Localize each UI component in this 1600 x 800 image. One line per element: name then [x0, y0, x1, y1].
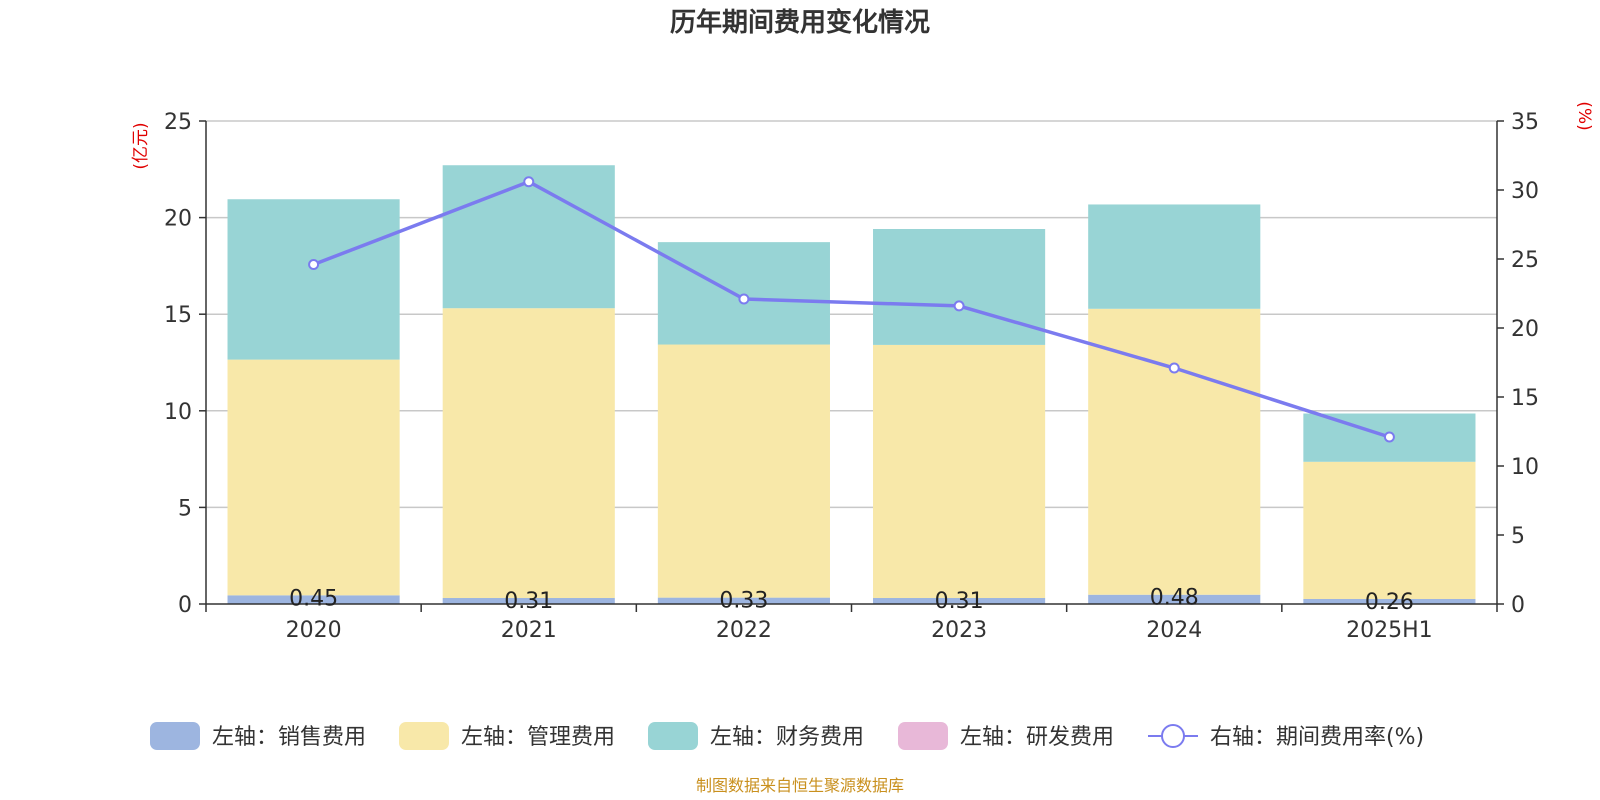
- bar-2-2021: [442, 165, 615, 309]
- x-tick-label-2020: 2020: [286, 618, 342, 643]
- right-tick-label-2: 10: [1511, 455, 1539, 480]
- legend-swatch-0: [150, 722, 200, 750]
- rate-point-2025H1: [1383, 431, 1395, 443]
- rate-point-2021: [523, 176, 535, 188]
- bar-0-2023: [873, 598, 1046, 604]
- left-tick-label-2: 10: [164, 400, 192, 425]
- right-tick-label-3: 15: [1511, 386, 1539, 411]
- x-tick-label-2024: 2024: [1146, 618, 1202, 643]
- legend-label-0: 左轴：销售费用: [212, 725, 366, 750]
- bar-2-2022: [657, 242, 830, 345]
- rate-line: [308, 176, 1395, 443]
- bar-value-label-2020: 0.45: [289, 586, 338, 611]
- x-tick-label-2022: 2022: [716, 618, 772, 643]
- legend: 左轴：销售费用 左轴：管理费用 左轴：财务费用 左轴：研发费用 右轴：期间费用率(%): [150, 722, 1424, 750]
- bar-0-2024: [1088, 594, 1261, 604]
- bar-value-label-2022: 0.33: [719, 589, 768, 614]
- bar-value-label-2024: 0.48: [1150, 586, 1199, 611]
- legend-label-4: 右轴：期间费用率(%): [1210, 725, 1424, 750]
- bar-1-2020: [227, 359, 400, 596]
- bar-2-2024: [1088, 204, 1261, 309]
- legend-swatch-1: [399, 722, 449, 750]
- bar-0-2025H1: [1303, 598, 1476, 604]
- right-axis-unit: (%): [1574, 101, 1594, 130]
- right-tick-label-1: 5: [1511, 524, 1525, 549]
- right-tick-label-4: 20: [1511, 317, 1539, 342]
- bar-0-2021: [442, 598, 615, 604]
- bar-1-2022: [657, 344, 830, 598]
- bar-value-label-2021: 0.31: [504, 589, 553, 614]
- left-tick-label-3: 15: [164, 303, 192, 328]
- bar-2-2023: [873, 228, 1046, 345]
- rate-point-2022: [738, 293, 750, 305]
- gridlines: [206, 120, 1497, 509]
- axes: 0 5 10 15 20 25 0 5 10 15 20 25 30 35 2020 2021 2022 2023…: [164, 110, 1539, 643]
- bar-1-2021: [442, 308, 615, 599]
- legend-swatch-3: [898, 722, 948, 750]
- chart-title: 历年期间费用变化情况: [670, 7, 930, 38]
- bar-1-2025H1: [1303, 461, 1476, 599]
- bar-1-2023: [873, 344, 1046, 599]
- rate-point-2023: [953, 300, 965, 312]
- right-tick-label-0: 0: [1511, 593, 1525, 618]
- legend-label-3: 左轴：研发费用: [960, 725, 1114, 750]
- rate-point-2020: [308, 259, 320, 271]
- bar-2-2020: [227, 199, 400, 360]
- right-tick-label-7: 35: [1511, 110, 1539, 135]
- bar-1-2024: [1088, 308, 1261, 595]
- left-tick-label-4: 20: [164, 207, 192, 232]
- left-tick-label-5: 25: [164, 110, 192, 135]
- x-tick-label-2021: 2021: [501, 618, 557, 643]
- legend-marker-4: [1161, 724, 1185, 748]
- rate-point-2024: [1168, 362, 1180, 374]
- legend-label-1: 左轴：管理费用: [461, 725, 615, 750]
- bar-0-2020: [227, 595, 400, 604]
- x-tick-label-2025H1: 2025H1: [1346, 618, 1433, 643]
- data-labels: 0.45 0.31 0.33 0.31 0.48 0.26: [289, 586, 1414, 615]
- left-tick-label-0: 0: [178, 593, 192, 618]
- bar-0-2022: [657, 597, 830, 604]
- bar-value-label-2023: 0.31: [935, 589, 984, 614]
- bar-value-label-2025H1: 0.26: [1365, 590, 1414, 615]
- bars: [227, 165, 1476, 604]
- legend-label-2: 左轴：财务费用: [710, 725, 864, 750]
- rate-line-path: [312, 179, 1390, 439]
- right-tick-label-6: 30: [1511, 179, 1539, 204]
- left-tick-label-1: 5: [178, 496, 192, 521]
- legend-swatch-2: [648, 722, 698, 750]
- left-axis-unit: (亿元): [131, 122, 151, 169]
- x-tick-label-2023: 2023: [931, 618, 987, 643]
- right-tick-label-5: 25: [1511, 248, 1539, 273]
- data-source-note: 制图数据来自恒生聚源数据库: [696, 776, 904, 795]
